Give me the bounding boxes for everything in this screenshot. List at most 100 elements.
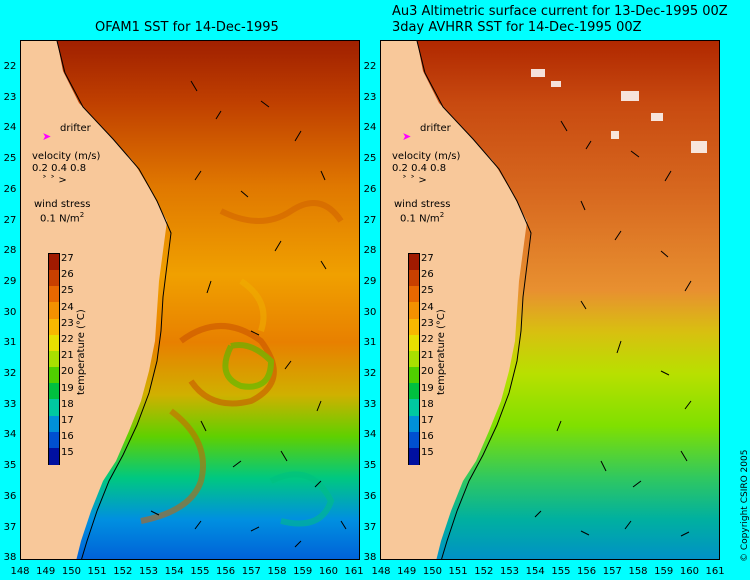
colorbar-swatch: [409, 318, 419, 336]
colorbar-swatch: [49, 254, 59, 272]
longitude-tick-label: 151: [448, 566, 468, 577]
latitude-tick-label: 37: [3, 521, 17, 533]
colorbar-tick-label: 22: [421, 334, 434, 345]
latitude-tick-label: 28: [3, 245, 17, 257]
longitude-tick-label: 160: [318, 566, 338, 577]
latitude-tick-label: 32: [3, 368, 17, 379]
velocity-scale-values: 0.2 0.4 0.8: [32, 163, 87, 174]
colorbar-tick-label: 25: [421, 285, 434, 297]
wind-stress-unit-exponent: 2: [439, 211, 445, 219]
velocity-arrow-samples: ˃ ˃ >: [42, 175, 67, 186]
longitude-tick-label: 149: [36, 566, 56, 577]
velocity-scale-values: 0.2 0.4 0.8: [392, 163, 447, 174]
longitude-tick-label: 156: [577, 566, 597, 577]
copyright-notice: © Copyright CSIRO 2005: [740, 449, 750, 562]
latitude-tick-label: 34: [3, 429, 17, 441]
colorbar-swatch: [49, 447, 59, 465]
longitude-tick-label: 160: [679, 566, 699, 577]
colorbar-swatch: [49, 431, 59, 449]
colorbar-swatch: [409, 286, 419, 304]
longitude-tick-label: 157: [602, 566, 622, 577]
colorbar-swatch: [409, 383, 419, 401]
colorbar-swatch: [49, 302, 59, 320]
drifter-label: drifter: [420, 123, 451, 134]
longitude-tick-label: 153: [499, 566, 520, 577]
latitude-tick-label: 25: [363, 153, 377, 165]
cloud-gaps: [531, 69, 707, 153]
latitude-tick-label: 32: [363, 368, 377, 379]
colorbar-swatch: [49, 318, 59, 336]
colorbar-swatch: [409, 367, 419, 385]
colorbar-tick-label: 18: [61, 398, 74, 410]
latitude-tick-label: 30: [363, 306, 377, 318]
longitude-tick-label: 161: [344, 566, 364, 577]
temperature-colorbar: [408, 253, 420, 465]
latitude-tick-label: 33: [363, 398, 377, 410]
longitude-tick-label: 154: [164, 566, 184, 577]
coastline: [56, 41, 172, 559]
longitude-tick-label: 152: [474, 566, 494, 577]
longitude-tick-label: 150: [61, 566, 81, 577]
latitude-tick-label: 28: [363, 245, 377, 257]
latitude-tick-label: 31: [3, 337, 17, 349]
longitude-tick-label: 158: [628, 566, 648, 577]
velocity-vectors: [150, 80, 347, 548]
coastline: [416, 41, 532, 559]
wind-stress-unit-exponent: 2: [79, 211, 85, 219]
longitude-tick-label: 151: [87, 566, 107, 577]
latitude-tick-label: 34: [363, 429, 377, 441]
colorbar-swatch: [49, 367, 59, 385]
colorbar-tick-label: 26: [421, 269, 434, 281]
velocity-label: velocity (m/s): [32, 151, 101, 162]
colorbar-swatch: [409, 334, 419, 352]
latitude-tick-label: 33: [3, 398, 17, 410]
latitude-tick-label: 37: [363, 521, 377, 533]
latitude-tick-label: 36: [363, 490, 377, 502]
colorbar-tick-label: 26: [61, 269, 74, 281]
latitude-tick-label: 38: [3, 552, 17, 564]
colorbar-tick-label: 25: [61, 285, 74, 297]
colorbar-tick-label: 24: [61, 301, 74, 313]
colorbar-tick-label: 15: [421, 447, 434, 459]
colorbar-swatch: [49, 334, 59, 352]
longitude-tick-label: 158: [267, 566, 287, 577]
longitude-tick-label: 159: [293, 566, 313, 577]
longitude-tick-label: 148: [10, 566, 30, 577]
colorbar-tick-label: 21: [61, 350, 74, 362]
latitude-tick-label: 25: [3, 153, 17, 165]
colorbar-tick-label: 16: [421, 431, 434, 443]
colorbar-tick-label: 24: [421, 301, 434, 313]
longitude-tick-label: 159: [654, 566, 674, 577]
latitude-tick-label: 22: [363, 61, 377, 72]
colorbar-swatch: [409, 270, 419, 288]
colorbar-tick-label: 27: [421, 253, 434, 264]
colorbar-tick-label: 17: [61, 415, 74, 426]
colorbar-swatch: [409, 302, 419, 320]
left-panel-title: OFAM1 SST for 14-Dec-1995: [95, 20, 279, 35]
satellite-sst-map-image: [381, 41, 719, 559]
drifter-arrow-icon: ➤: [402, 130, 412, 143]
satellite-sst-map: [380, 40, 720, 560]
latitude-tick-label: 29: [3, 275, 17, 287]
right-panel-title-line2: 3day AVHRR SST for 14-Dec-1995 00Z: [392, 20, 642, 35]
colorbar-swatch: [49, 383, 59, 401]
colorbar-tick-label: 17: [421, 415, 434, 426]
latitude-tick-label: 24: [3, 122, 17, 134]
colorbar-title: temperature (°C): [76, 309, 87, 395]
colorbar-tick-label: 20: [61, 366, 74, 378]
colorbar-tick-label: 15: [61, 447, 74, 459]
velocity-vectors: [534, 120, 692, 537]
longitude-tick-label: 155: [190, 566, 210, 577]
wind-stress-label: wind stress: [34, 199, 91, 210]
latitude-tick-label: 22: [3, 61, 17, 72]
latitude-tick-label: 24: [363, 122, 377, 134]
longitude-tick-label: 148: [371, 566, 391, 577]
colorbar-tick-label: 19: [61, 382, 74, 394]
colorbar-tick-label: 20: [421, 366, 434, 378]
right-panel-title-line1: Au3 Altimetric surface current for 13-De…: [392, 4, 728, 19]
longitude-tick-label: 155: [551, 566, 571, 577]
latitude-tick-label: 36: [3, 490, 17, 502]
colorbar-tick-label: 22: [61, 334, 74, 345]
colorbar-swatch: [49, 270, 59, 288]
latitude-tick-label: 27: [3, 214, 17, 226]
